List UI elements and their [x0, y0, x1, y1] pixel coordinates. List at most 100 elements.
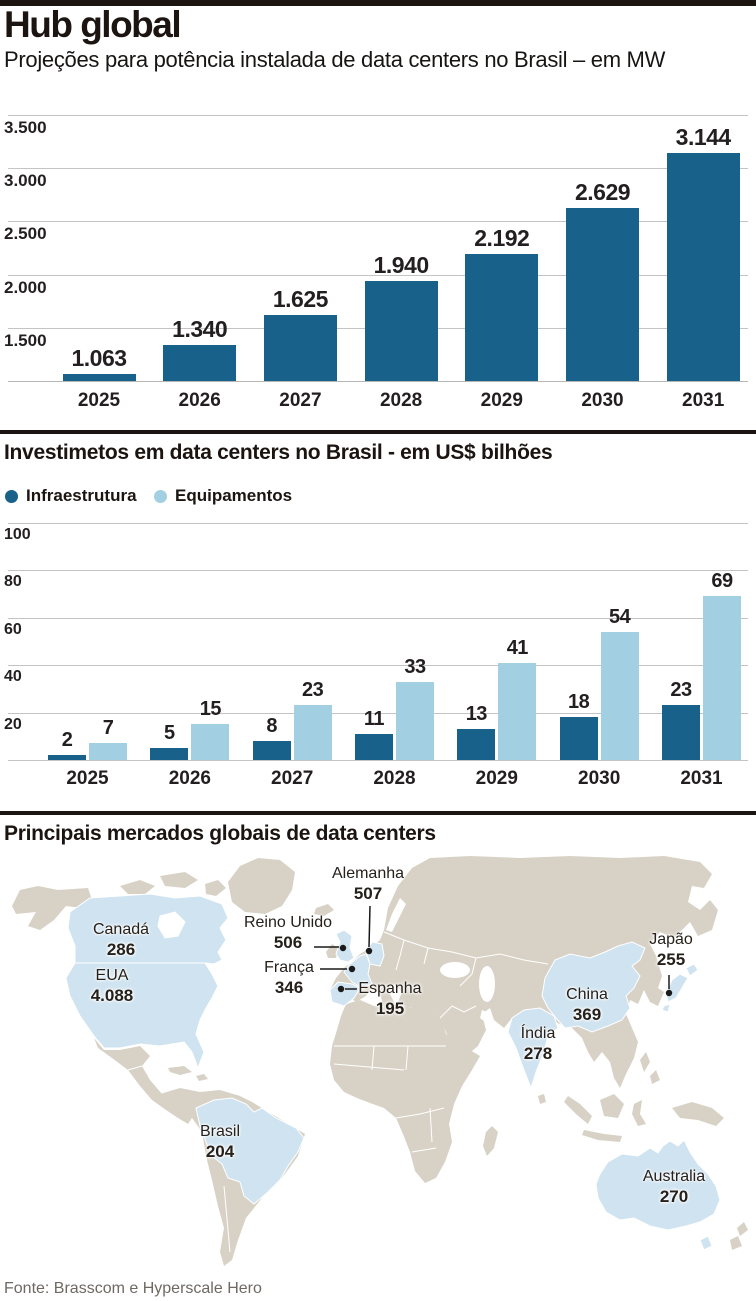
- japan-kyushu: [661, 1003, 671, 1013]
- chart-investments: 20 40 60 80 100 2 7 2025 5 15 2026 8 23 2027 11 33 2028 1…: [0, 512, 756, 812]
- country-name: França: [264, 959, 314, 976]
- arctic-island: [205, 880, 226, 896]
- seas: [386, 898, 495, 1024]
- philippines: [650, 1070, 660, 1084]
- bar-2026: [163, 344, 237, 381]
- map-label-espanha: Espanha 195: [330, 979, 450, 1019]
- alaska: [12, 886, 92, 930]
- java: [582, 1130, 622, 1142]
- china: [541, 941, 646, 1033]
- year-label: 2026: [168, 768, 211, 789]
- country-value: 278: [523, 1044, 553, 1063]
- value-label: 1.063: [71, 345, 127, 372]
- brazil: [195, 1097, 305, 1205]
- bar-2031-Infraestrutura: [661, 705, 700, 760]
- bar-2025-Infraestrutura: [48, 755, 86, 760]
- country-value: 204: [205, 1142, 235, 1161]
- country-value: 195: [375, 999, 405, 1018]
- country-borders: [127, 911, 549, 1253]
- value-label: 69: [711, 570, 733, 593]
- year-label: 2025: [77, 390, 121, 411]
- value-label: 13: [465, 703, 488, 726]
- legend-label: Infraestrutura: [26, 486, 137, 505]
- japan-hokkaido: [685, 963, 699, 977]
- sumatra: [564, 1096, 592, 1124]
- persian-gulf: [480, 1010, 492, 1024]
- bar-2028-Infraestrutura: [354, 733, 393, 760]
- x-axis: [8, 760, 748, 761]
- bar-2025: [62, 374, 136, 381]
- france: [343, 953, 373, 989]
- country-value: 270: [659, 1187, 689, 1206]
- source-note: Fonte: Brasscom e Hyperscale Hero: [4, 1280, 262, 1297]
- legend-item-infraestrutura: Infraestrutura: [5, 486, 137, 506]
- year-label: 2029: [480, 390, 523, 411]
- sri-lanka: [538, 1094, 546, 1104]
- hispaniola: [196, 1074, 208, 1081]
- bar-2028: [364, 280, 438, 381]
- country-value: 506: [273, 933, 303, 952]
- value-label: 23: [670, 679, 692, 702]
- bar-2027-Equipamentos: [293, 705, 332, 760]
- year-label: 2027: [279, 390, 322, 411]
- value-label: 33: [404, 655, 426, 678]
- bar-2029-Infraestrutura: [457, 729, 496, 760]
- gridline: [8, 712, 748, 714]
- highlighted-countries: [65, 893, 721, 1251]
- value-label: 15: [199, 698, 222, 721]
- legend-label: Equipamentos: [175, 486, 293, 505]
- country-name: Japão: [649, 931, 693, 948]
- map-label-china: China 369: [527, 985, 647, 1025]
- map-label-eua: EUA 4.088: [52, 966, 172, 1006]
- value-label: 7: [102, 717, 114, 740]
- gridline: [8, 617, 748, 619]
- gridline: [8, 274, 748, 276]
- country-value: 4.088: [90, 986, 134, 1005]
- y-tick-label: 1.500: [4, 330, 47, 350]
- legend: Infraestrutura Equipamentos: [0, 486, 756, 506]
- year-label: 2026: [178, 390, 221, 411]
- leader-dots: [337, 944, 673, 997]
- canada: [67, 893, 229, 965]
- eurasia: [330, 856, 718, 1088]
- gridline: [8, 665, 748, 667]
- new-guinea: [672, 1102, 724, 1126]
- country-name: Brasil: [199, 1123, 240, 1140]
- borneo: [600, 1094, 624, 1118]
- investments-section-title: Investimetos em data centers no Brasil -…: [4, 441, 553, 464]
- y-tick-label: 3.500: [4, 118, 47, 137]
- y-tick-label: 40: [4, 668, 22, 686]
- australia: [595, 1139, 721, 1231]
- y-tick-label: 20: [4, 715, 22, 733]
- arctic-island: [120, 880, 155, 894]
- value-label: 1.340: [172, 315, 228, 342]
- country-name: Alemanha: [331, 865, 405, 882]
- value-label: 11: [363, 707, 385, 730]
- bar-2028-Equipamentos: [395, 681, 434, 760]
- year-label: 2031: [680, 768, 723, 789]
- bar-2029: [465, 254, 539, 381]
- dot-japan: [665, 989, 673, 997]
- new-zealand: [730, 1236, 742, 1250]
- new-zealand: [737, 1222, 748, 1236]
- markets-section-title: Principais mercados globais de data cent…: [4, 822, 436, 845]
- infraestrutura-swatch: [5, 489, 18, 503]
- chart-mw-subtitle: Projeções para potência instalada de dat…: [4, 47, 666, 72]
- value-label: 8: [266, 715, 277, 738]
- bar-2030: [566, 207, 639, 381]
- value-label: 18: [568, 691, 590, 714]
- usa: [65, 962, 219, 1070]
- black-sea: [440, 962, 470, 978]
- country-name: China: [566, 986, 608, 1003]
- country-name: Canadá: [92, 921, 150, 938]
- value-label: 54: [609, 606, 631, 629]
- gridline: [8, 115, 748, 116]
- map-label-india: Índia 278: [478, 1024, 598, 1064]
- y-tick-label: 2.500: [4, 224, 47, 244]
- country-value: 507: [353, 884, 383, 903]
- gridline: [8, 221, 748, 223]
- value-label: 5: [164, 722, 175, 745]
- country-name: Reino Unido: [243, 914, 333, 931]
- equipamentos-swatch: [154, 489, 167, 503]
- y-tick-label: 80: [4, 573, 22, 591]
